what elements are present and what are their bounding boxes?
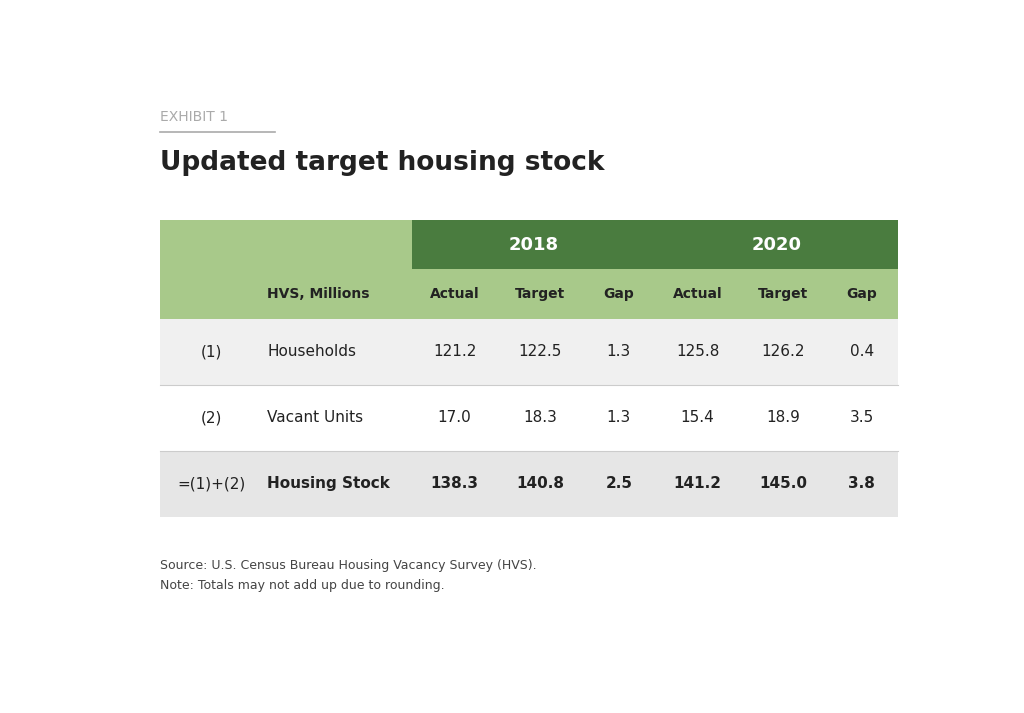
Text: Target: Target [515, 287, 565, 301]
Text: Housing Stock: Housing Stock [267, 476, 390, 491]
Text: (1): (1) [201, 344, 222, 359]
Text: Target: Target [758, 287, 808, 301]
Text: Actual: Actual [673, 287, 722, 301]
Text: (2): (2) [201, 410, 222, 425]
Bar [160, 451, 898, 516]
Bar [412, 220, 654, 270]
Text: Vacant Units: Vacant Units [267, 410, 364, 425]
Text: 17.0: 17.0 [437, 410, 471, 425]
Text: 2018: 2018 [508, 236, 558, 254]
Text: 121.2: 121.2 [433, 344, 476, 359]
Text: 1.3: 1.3 [606, 344, 631, 359]
Text: 145.0: 145.0 [759, 476, 807, 491]
Text: Source: U.S. Census Bureau Housing Vacancy Survey (HVS).
Note: Totals may not ad: Source: U.S. Census Bureau Housing Vacan… [160, 559, 537, 592]
Text: EXHIBIT 1: EXHIBIT 1 [160, 111, 227, 124]
Text: 0.4: 0.4 [850, 344, 873, 359]
Text: 2020: 2020 [752, 236, 802, 254]
Text: =(1)+(2): =(1)+(2) [177, 476, 246, 491]
Text: Gap: Gap [847, 287, 878, 301]
Text: 126.2: 126.2 [761, 344, 805, 359]
Text: Actual: Actual [430, 287, 479, 301]
Text: 18.9: 18.9 [766, 410, 800, 425]
Text: 18.3: 18.3 [523, 410, 557, 425]
Text: 141.2: 141.2 [674, 476, 722, 491]
Text: Gap: Gap [603, 287, 634, 301]
Text: 3.8: 3.8 [848, 476, 876, 491]
Text: 138.3: 138.3 [430, 476, 478, 491]
Text: 1.3: 1.3 [606, 410, 631, 425]
Text: 125.8: 125.8 [676, 344, 719, 359]
Text: 2.5: 2.5 [605, 476, 632, 491]
Bar [160, 270, 898, 319]
Text: 122.5: 122.5 [518, 344, 562, 359]
Text: 15.4: 15.4 [681, 410, 715, 425]
Bar [160, 220, 412, 270]
Text: HVS, Millions: HVS, Millions [267, 287, 370, 301]
Text: Households: Households [267, 344, 356, 359]
Text: Updated target housing stock: Updated target housing stock [160, 150, 604, 176]
Bar [160, 385, 898, 451]
Text: 140.8: 140.8 [516, 476, 564, 491]
Text: 3.5: 3.5 [850, 410, 873, 425]
Bar [654, 220, 898, 270]
Bar [160, 319, 898, 385]
